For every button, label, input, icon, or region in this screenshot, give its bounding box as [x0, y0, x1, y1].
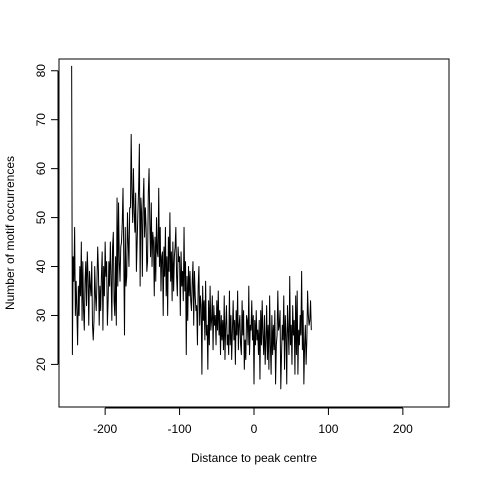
y-tick-label: 60	[34, 162, 48, 176]
x-tick-label: -200	[93, 422, 117, 436]
x-tick-label: 0	[251, 422, 258, 436]
x-tick-label: 100	[318, 422, 338, 436]
x-tick-label: -100	[168, 422, 192, 436]
y-tick-label: 40	[34, 260, 48, 274]
y-axis: 20 30 40 50 60 70 80	[34, 64, 59, 371]
series-layer	[71, 65, 312, 390]
plot-frame	[58, 58, 450, 408]
x-tick-label: 200	[393, 422, 413, 436]
x-axis-label: Distance to peak centre	[191, 451, 317, 465]
y-tick-label: 80	[34, 64, 48, 78]
series-line-0	[71, 65, 312, 390]
y-tick-label: 70	[34, 113, 48, 127]
y-tick-label: 20	[34, 357, 48, 371]
x-axis: -200 -100 0 100 200	[93, 407, 413, 436]
y-tick-label: 30	[34, 308, 48, 322]
y-tick-label: 50	[34, 211, 48, 225]
y-axis-label: Number of motif occurrences	[3, 156, 17, 310]
